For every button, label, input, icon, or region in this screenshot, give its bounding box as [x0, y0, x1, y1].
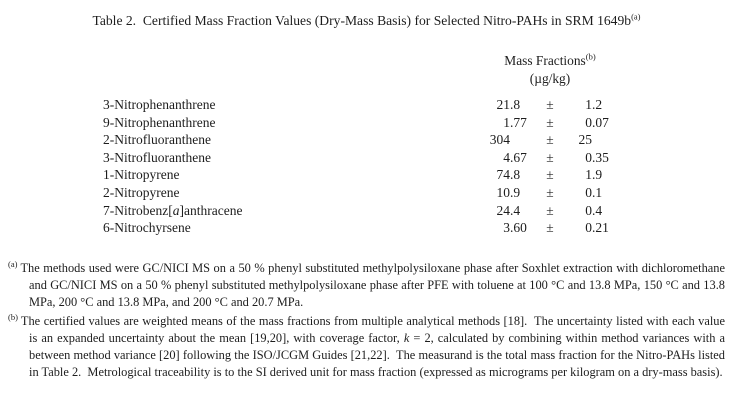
mass-fraction-value-int: 304: [489, 132, 510, 148]
plus-minus-sign: ±: [546, 167, 554, 183]
footnote-ref-b: (b): [585, 51, 596, 62]
table-row: 6-Nitrochyrsene 3.60 ±0.21: [103, 219, 625, 237]
uncertainty-value-int: 1: [585, 167, 592, 183]
mass-fraction-value-int: 10: [496, 184, 511, 200]
table-row: 2-Nitrofluoranthene 304 ±25: [103, 131, 625, 149]
mass-fraction-value-frac: .4: [510, 202, 521, 218]
compound-name: 1-Nitropyrene: [103, 167, 180, 183]
table-row: 2-Nitropyrene 10.9 ±0.1: [103, 184, 625, 202]
mass-fraction-value-int: 74: [496, 167, 511, 183]
data-table: 3-Nitrophenanthrene 21.8 ±1.2 9-Nitrophenan…: [103, 96, 625, 237]
plus-minus-sign: ±: [546, 97, 554, 112]
mass-fraction-value-frac: .67: [510, 149, 527, 165]
mass-fraction-value-frac: .9: [510, 184, 521, 200]
uncertainty-value-frac: .35: [592, 149, 609, 165]
uncertainty-value-int: 0: [585, 114, 592, 130]
table-row: 3-Nitrophenanthrene 21.8 ±1.2: [103, 96, 625, 114]
column-header-label: Mass Fractions: [504, 53, 586, 68]
uncertainty-value-frac: .07: [592, 114, 609, 130]
footnote-marker: (a): [8, 258, 18, 269]
table-row: 1-Nitropyrene 74.8 ±1.9: [103, 166, 625, 184]
footnote-marker: (b): [8, 312, 18, 323]
table-title-text: Table 2. Certified Mass Fraction Values …: [92, 13, 632, 28]
mass-fraction-value-frac: .60: [510, 220, 527, 236]
compound-name: 9-Nitrophenanthrene: [103, 114, 216, 130]
compound-name: 2-Nitrofluoranthene: [103, 132, 211, 148]
uncertainty-value-int: 0: [585, 202, 592, 218]
uncertainty-value-frac: .2: [592, 97, 603, 112]
mass-fraction-value-frac: .8: [510, 167, 521, 183]
compound-name: 6-Nitrochyrsene: [103, 220, 191, 236]
plus-minus-sign: ±: [546, 220, 554, 236]
uncertainty-value-int: 0: [585, 149, 592, 165]
uncertainty-value-int: 0: [585, 184, 592, 200]
compound-name: 7-Nitrobenz[a]anthracene: [103, 202, 243, 218]
table-row: 9-Nitrophenanthrene 1.77 ±0.07: [103, 114, 625, 132]
mass-fraction-value-int: 21: [496, 97, 511, 112]
plus-minus-sign: ±: [546, 114, 554, 130]
table-title: Table 2. Certified Mass Fraction Values …: [0, 12, 733, 30]
footnote: (a) The methods used were GC/NICI MS on a…: [8, 260, 725, 310]
column-header: Mass Fractions(b) (µg/kg): [425, 52, 675, 87]
uncertainty-value-frac: .21: [592, 220, 609, 236]
footnotes: (a) The methods used were GC/NICI MS on a…: [8, 260, 725, 381]
footnote: (b) The certified values are weighted mea…: [8, 313, 725, 380]
footnote-text: The methods used were GC/NICI MS on a 50…: [20, 261, 725, 309]
plus-minus-sign: ±: [546, 132, 554, 148]
uncertainty-value-int: 1: [585, 97, 592, 112]
table-row: 7-Nitrobenz[a]anthracene 24.4 ±0.4: [103, 202, 625, 220]
mass-fraction-value-int: 4: [503, 149, 510, 165]
compound-name: 3-Nitrofluoranthene: [103, 149, 211, 165]
mass-fraction-value-int: 1: [503, 114, 510, 130]
footnote-text: The certified values are weighted means …: [20, 314, 725, 379]
plus-minus-sign: ±: [546, 149, 554, 165]
table-row: 3-Nitrofluoranthene 4.67 ±0.35: [103, 149, 625, 167]
uncertainty-value-frac: .1: [592, 184, 603, 200]
uncertainty-value-int: 0: [585, 220, 592, 236]
column-header-unit: (µg/kg): [529, 70, 571, 86]
mass-fraction-value-frac: .77: [510, 114, 527, 130]
footnote-ref-a: (a): [631, 11, 641, 22]
uncertainty-value-frac: .9: [592, 167, 603, 183]
mass-fraction-value-int: 3: [503, 220, 510, 236]
mass-fraction-value-int: 24: [496, 202, 511, 218]
compound-name: 3-Nitrophenanthrene: [103, 97, 216, 112]
column-header-label-line: Mass Fractions(b): [425, 52, 675, 70]
compound-name: 2-Nitropyrene: [103, 184, 180, 200]
mass-fraction-value-frac: .8: [510, 97, 521, 112]
uncertainty-value-int: 25: [578, 132, 593, 148]
uncertainty-value-frac: .4: [592, 202, 603, 218]
plus-minus-sign: ±: [546, 202, 554, 218]
plus-minus-sign: ±: [546, 184, 554, 200]
